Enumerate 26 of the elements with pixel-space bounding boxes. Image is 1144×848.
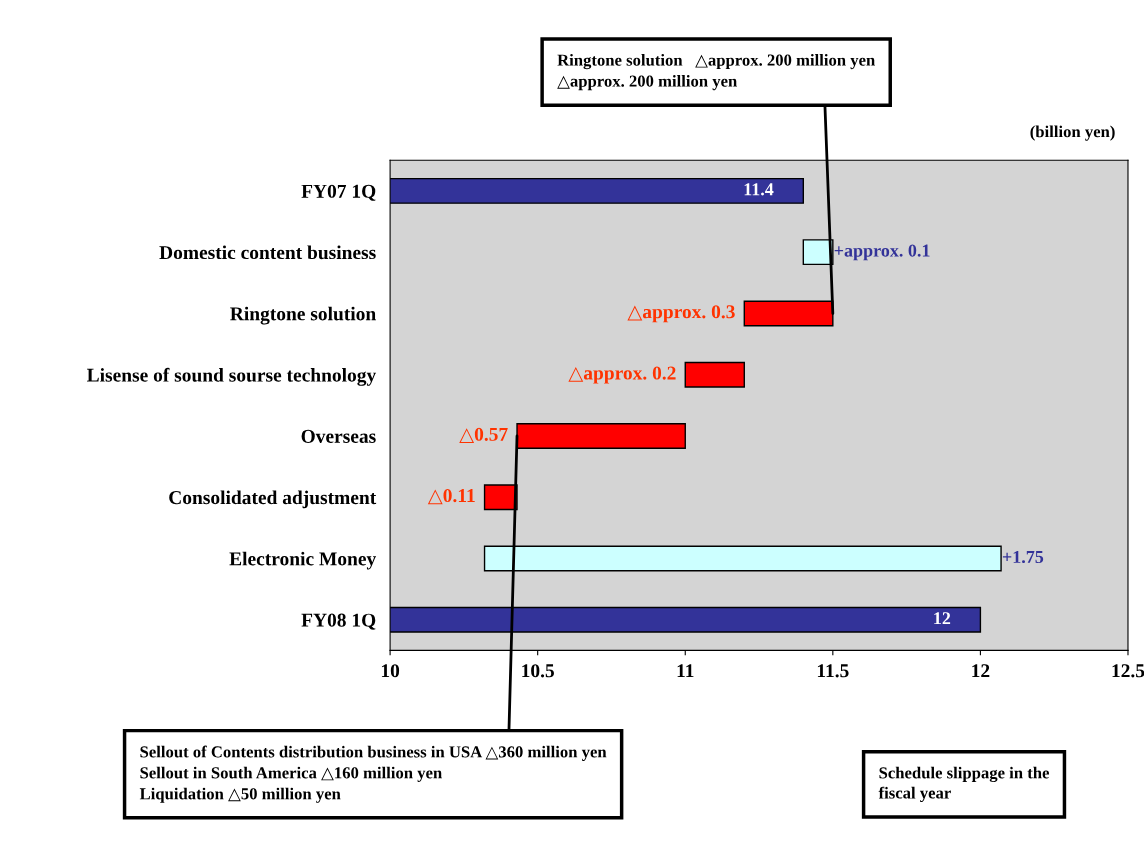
- y-tick-label: Electronic Money: [229, 551, 377, 570]
- x-tick-label: 10: [381, 664, 400, 678]
- y-tick-label: Consolidated adjustment: [169, 490, 377, 509]
- y-tick-label: Lisense of sound sourse technology: [87, 367, 377, 386]
- text: (billion yen): [1030, 125, 1115, 141]
- x-tick-label: 10.5: [522, 664, 554, 678]
- data-label: △0.57: [459, 427, 508, 444]
- data-label: +approx. 0.1: [834, 244, 930, 261]
- y-tick-label: Overseas: [301, 429, 376, 443]
- y-tick-label: FY08 1Q: [301, 613, 376, 630]
- x-tick-label: 12: [972, 664, 990, 678]
- y-tick-label: Domestic content business: [159, 245, 376, 260]
- x-tick-label: 11.5: [817, 664, 849, 678]
- y-tick-label: FY07 1Q: [301, 184, 376, 201]
- annotation: Sellout of Contents distribution business in USA △360 million yen Sellout in South America △160 million yen Liquidation △50 million yen: [139, 745, 607, 803]
- data-label: +1.75: [1002, 550, 1044, 564]
- data-label: 12: [934, 612, 951, 625]
- y-tick-label: Ringtone solution: [230, 306, 376, 325]
- data-label: △approx. 0.3: [627, 305, 735, 323]
- x-tick-label: 11: [677, 664, 694, 678]
- annotation: Ringtone solution △approx. 200 million yen △approx. 200 million yen: [557, 53, 875, 91]
- data-label: △0.11: [427, 488, 475, 505]
- x-tick-label: 12.5: [1112, 664, 1144, 678]
- data-label: 11.4: [744, 183, 774, 196]
- text: Schedule slippage in the fiscal year: [878, 766, 1050, 803]
- data-label: △approx. 0.2: [568, 366, 676, 384]
